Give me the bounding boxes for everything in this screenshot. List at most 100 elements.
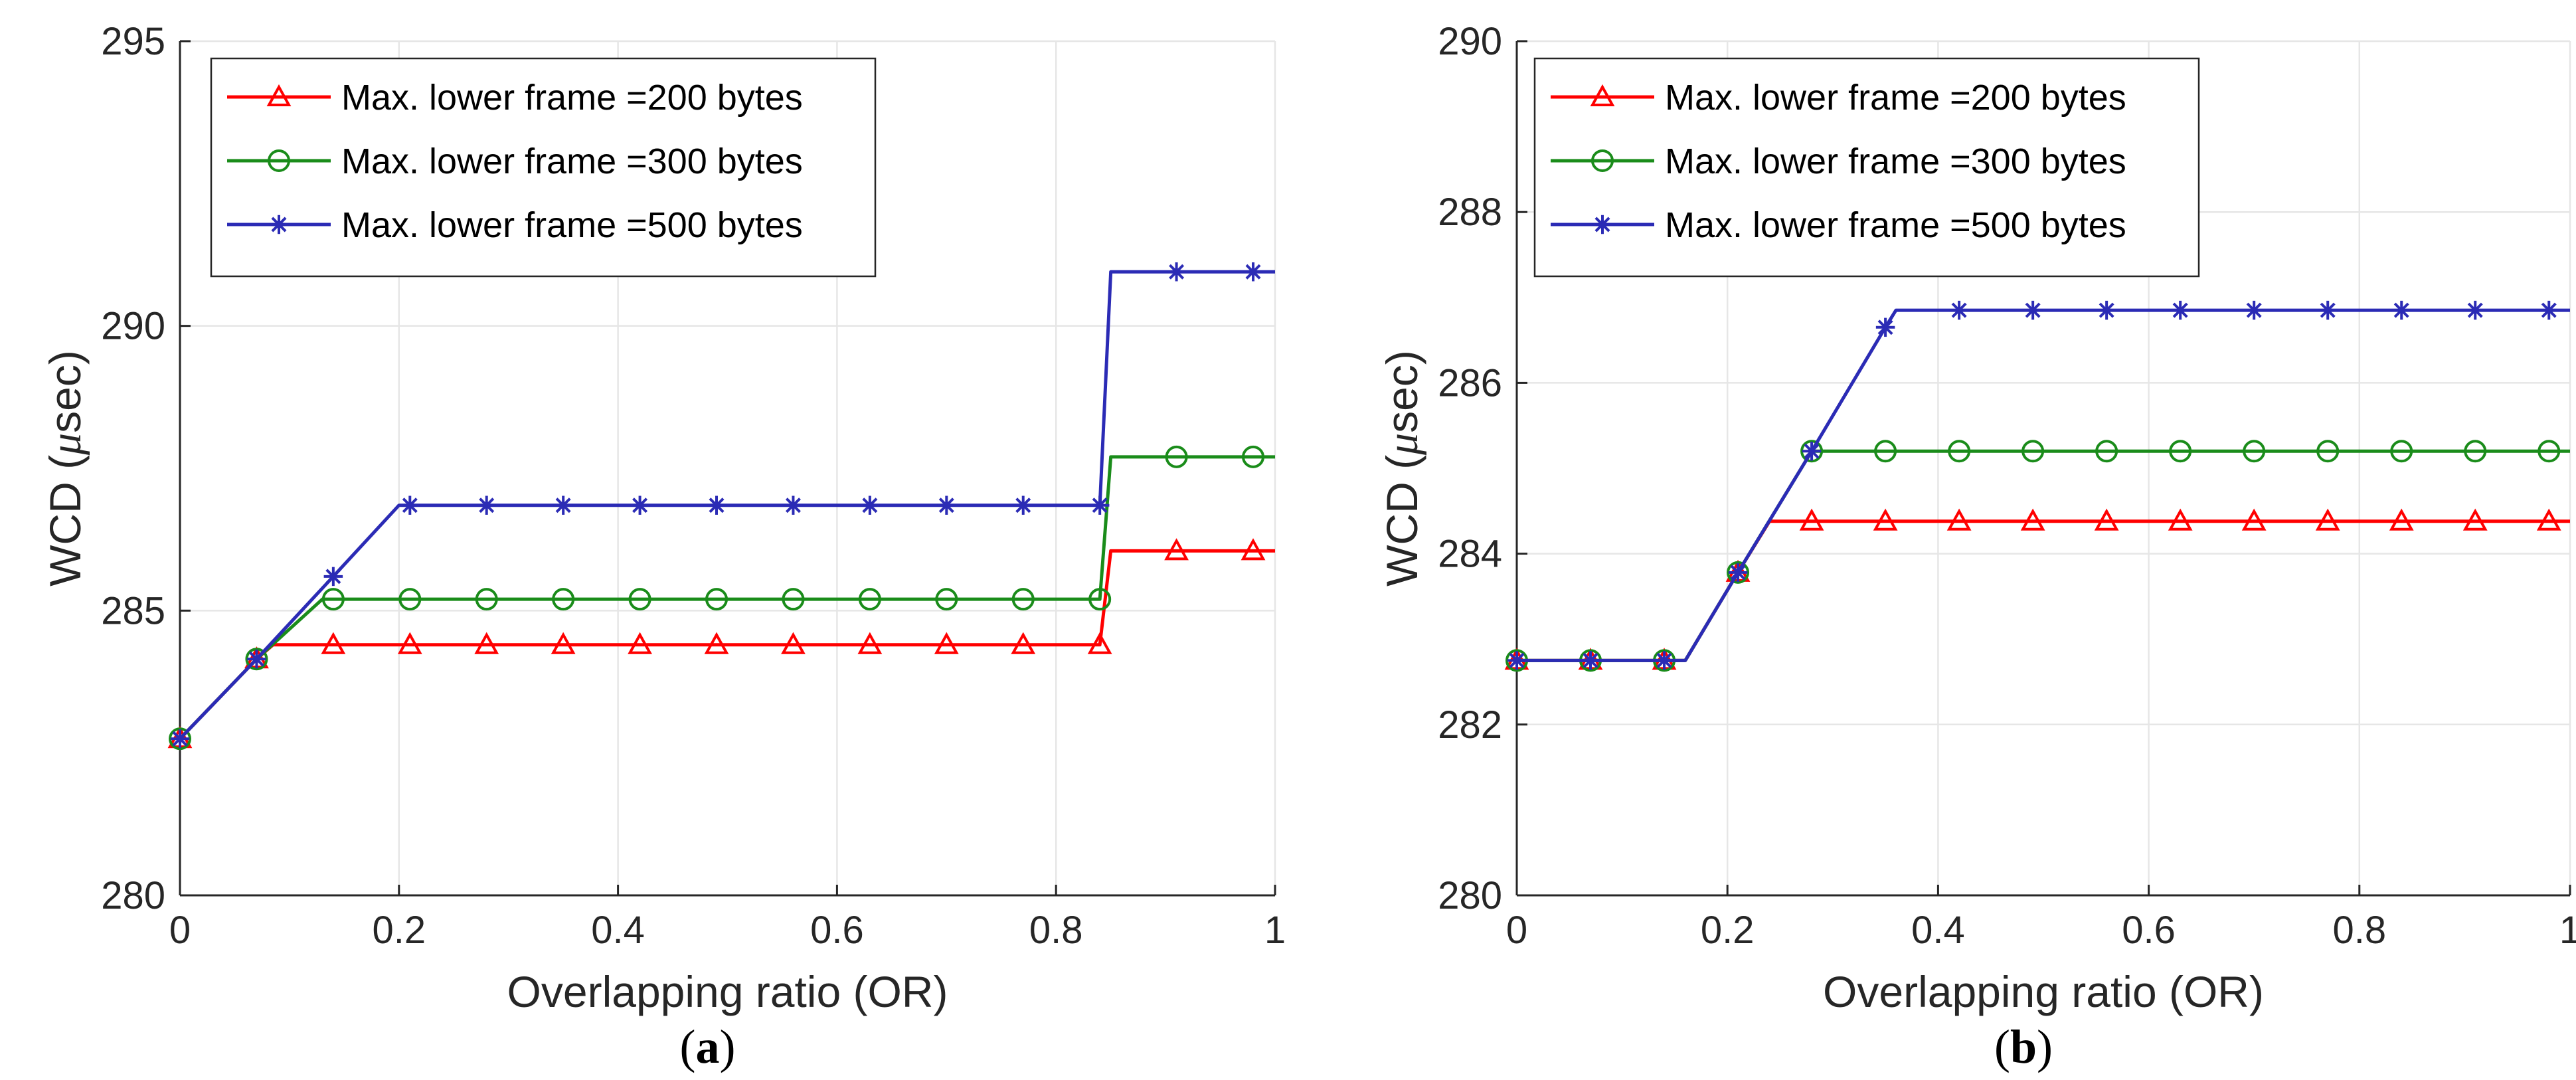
x-axis-label: Overlapping ratio (OR) — [507, 967, 948, 1016]
data-point — [628, 588, 651, 611]
x-axis-label: Overlapping ratio (OR) — [1823, 967, 2264, 1016]
data-point — [1800, 440, 1824, 463]
y-axis-label: WCD (μsec) — [1377, 350, 1427, 586]
data-point — [477, 495, 496, 515]
data-point — [1727, 561, 1750, 584]
data-point — [1799, 508, 1824, 531]
y-tick-label: 288 — [1438, 191, 1502, 234]
data-point — [857, 632, 883, 654]
data-point — [169, 727, 191, 751]
data-point — [1013, 495, 1033, 515]
x-tick-label: 0.8 — [1029, 909, 1083, 952]
data-point — [1874, 440, 1897, 463]
legend-item: Max. lower frame =500 bytes — [227, 205, 803, 245]
data-point — [1167, 262, 1186, 282]
data-point — [474, 632, 499, 654]
panel-label: (b) — [1994, 1020, 2053, 1073]
data-point — [1164, 538, 1189, 561]
data-point — [2244, 300, 2264, 320]
series-3 — [170, 262, 1275, 749]
chart-panel-a: 0 0.2 0.4 0.6 0.8 1 280 285 290 295 Overlapping ra… — [41, 20, 1286, 1073]
x-tick-label: 0.6 — [2122, 909, 2176, 952]
legend-marker — [1590, 84, 1615, 106]
data-point — [937, 495, 956, 515]
data-point — [2390, 440, 2413, 463]
legend-label: Max. lower frame =300 bytes — [341, 141, 803, 181]
data-point — [1011, 588, 1035, 611]
data-point — [858, 588, 881, 611]
data-point — [553, 495, 573, 515]
series-3 — [1507, 300, 2570, 670]
legend-label: Max. lower frame =500 bytes — [1665, 205, 2126, 245]
data-point — [1949, 300, 1969, 320]
y-tick-label: 285 — [101, 589, 165, 632]
data-point — [2537, 440, 2561, 463]
legend-marker — [1591, 149, 1614, 172]
data-point — [1242, 445, 1265, 468]
data-point — [2318, 300, 2338, 320]
data-point — [707, 495, 727, 515]
data-point — [2536, 508, 2561, 531]
data-point — [1241, 538, 1266, 561]
data-point — [934, 632, 959, 654]
data-point — [1165, 445, 1188, 468]
data-point — [1802, 442, 1822, 461]
x-tick-label: 0.6 — [810, 909, 864, 952]
data-point — [475, 588, 498, 611]
data-point — [2389, 508, 2414, 531]
legend-marker — [268, 149, 290, 172]
data-point — [2243, 440, 2266, 463]
x-tick-label: 0 — [1506, 909, 1527, 952]
legend-item: Max. lower frame =500 bytes — [1551, 205, 2126, 245]
x-tick-label: 0.2 — [1701, 909, 1755, 952]
x-tick-label: 0.4 — [591, 909, 645, 952]
legend-label: Max. lower frame =200 bytes — [341, 78, 803, 118]
y-axis-label: WCD (μsec) — [41, 350, 90, 586]
legend: Max. lower frame =200 bytes Max. lower fr… — [210, 57, 877, 278]
data-point — [628, 632, 652, 654]
panel-label: (a) — [680, 1020, 736, 1073]
data-point — [1087, 632, 1112, 654]
data-point — [2169, 440, 2192, 463]
data-point — [1946, 508, 1972, 531]
legend-box — [1533, 57, 2200, 278]
data-point — [1088, 588, 1112, 611]
data-point — [398, 588, 422, 611]
data-point — [2021, 440, 2045, 463]
data-point — [321, 588, 345, 611]
data-point — [247, 649, 266, 669]
data-point — [784, 495, 803, 515]
data-point — [1243, 262, 1263, 282]
x-tick-label: 0.4 — [1911, 909, 1965, 952]
y-tick-label: 290 — [1438, 20, 1502, 63]
data-point — [2539, 300, 2559, 320]
data-point — [2170, 300, 2190, 320]
legend-marker — [1592, 215, 1612, 234]
data-point — [400, 495, 420, 515]
data-point — [2094, 508, 2119, 531]
chart-panel-b: 0 0.2 0.4 0.6 0.8 1 280 282 284 286 288 290 Overlapp… — [1377, 20, 2576, 1073]
data-point — [2168, 508, 2193, 531]
x-tick-label: 0.8 — [2332, 909, 2386, 952]
data-point — [552, 588, 575, 611]
y-tick-label: 280 — [101, 874, 165, 917]
data-point — [860, 495, 880, 515]
legend-item: Max. lower frame =200 bytes — [1551, 78, 2126, 118]
data-point — [2020, 508, 2045, 531]
legend-box — [210, 57, 877, 278]
data-point — [1581, 651, 1600, 670]
y-tick-label: 290 — [101, 305, 165, 348]
data-point — [1654, 651, 1674, 670]
data-point — [170, 729, 190, 749]
data-point — [1875, 317, 1895, 337]
data-point — [2097, 300, 2116, 320]
y-tick-label: 284 — [1438, 533, 1502, 576]
legend-item: Max. lower frame =200 bytes — [227, 78, 803, 118]
y-tick-label: 282 — [1438, 703, 1502, 747]
x-tick-label: 1 — [2559, 909, 2576, 952]
data-point — [321, 632, 346, 654]
legend-label: Max. lower frame =500 bytes — [341, 205, 803, 245]
data-point — [704, 632, 729, 654]
y-tick-label: 280 — [1438, 874, 1502, 917]
